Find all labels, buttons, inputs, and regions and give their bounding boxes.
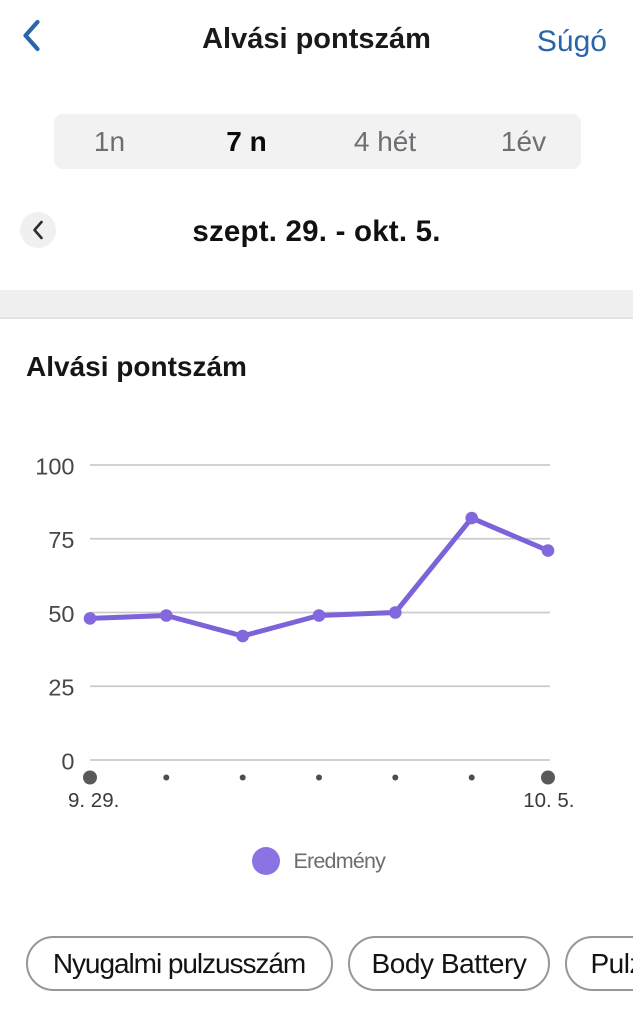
svg-text:75: 75 bbox=[48, 527, 74, 553]
svg-text:10. 5.: 10. 5. bbox=[523, 789, 574, 812]
svg-text:50: 50 bbox=[48, 601, 74, 627]
svg-text:9. 29.: 9. 29. bbox=[68, 789, 119, 812]
svg-text:0: 0 bbox=[61, 749, 74, 775]
svg-text:100: 100 bbox=[35, 454, 74, 480]
svg-text:25: 25 bbox=[48, 675, 74, 701]
